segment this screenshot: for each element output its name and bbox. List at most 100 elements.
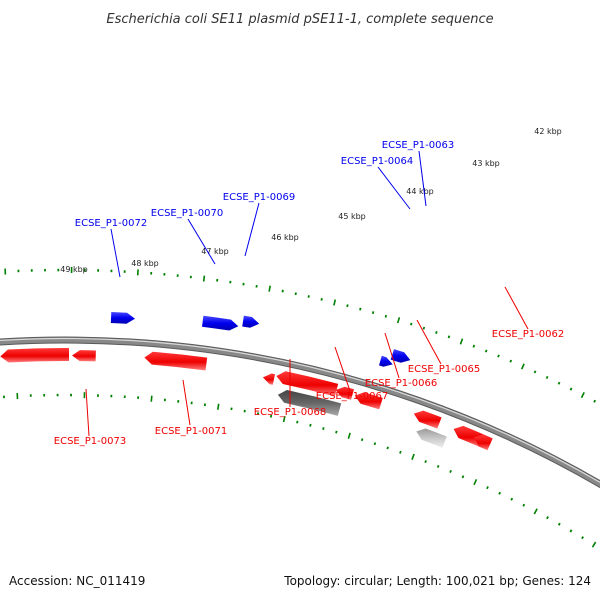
outer-tick-mark (447, 335, 451, 339)
outer-tick-mark (307, 295, 310, 298)
inner-tick-mark (510, 497, 514, 501)
inner-tick-mark (591, 541, 597, 548)
outer-tick-mark (396, 317, 401, 324)
outer-tick-mark (520, 363, 525, 370)
reverse-gene-arrow (474, 434, 493, 451)
gene-labels: ECSE_P1-0063ECSE_P1-0064ECSE_P1-0069ECSE… (54, 140, 564, 447)
gene-leader-line (85, 388, 90, 437)
kbp-label: 47 kbp (201, 247, 229, 256)
gene-label: ECSE_P1-0066 (365, 378, 437, 389)
inner-tick-mark (217, 403, 220, 410)
inner-tick-mark (436, 464, 440, 468)
inner-tick-mark (486, 486, 489, 490)
kbp-label: 43 kbp (472, 159, 500, 168)
forward-gene-arrow (110, 312, 135, 324)
outer-tick-mark (202, 275, 206, 282)
outer-tick-mark (410, 322, 413, 326)
outer-tick-mark (509, 359, 513, 363)
outer-tick-mark (593, 399, 597, 403)
gene-track (0, 312, 493, 451)
outer-tick-mark (557, 381, 561, 385)
inner-tick-mark (399, 450, 402, 454)
gene-leader-line (182, 379, 191, 426)
outer-tick-mark (459, 338, 464, 345)
kbp-label: 44 kbp (406, 187, 434, 196)
inner-tick-mark (411, 453, 415, 460)
outer-tick-mark (346, 304, 349, 308)
plasmid-backbone (0, 336, 600, 489)
backbone-ring (0, 337, 600, 488)
outer-tick-mark (569, 387, 573, 391)
tick-rings: 42 kbp 43 kbp 44 kbp 45 kbp 46 kbp 47 kbp 48 k… (3, 127, 597, 548)
reverse-gene-arrow (354, 392, 383, 410)
inner-tick-mark (309, 423, 312, 427)
kbp-label: 49 kbp (60, 265, 88, 274)
inner-tick-mark (269, 414, 273, 418)
gene-label: ECSE_P1-0069 (223, 192, 295, 203)
inner-tick-mark (557, 522, 561, 526)
outer-tick-mark (472, 344, 476, 348)
inner-tick-mark (449, 469, 452, 473)
inner-tick-mark (473, 478, 478, 486)
inner-tick-mark (335, 430, 338, 434)
gene-leader-line (416, 319, 442, 365)
summary-text: Topology: circular; Length: 100,021 bp; … (283, 574, 591, 588)
gene-leader-line (244, 202, 260, 257)
gene-label: ECSE_P1-0071 (155, 426, 227, 437)
accession-text: Accession: NC_011419 (9, 574, 145, 588)
forward-gene-arrow (202, 315, 239, 331)
outer-tick-mark (545, 375, 549, 379)
outer-tick-mark (435, 331, 438, 334)
inner-tick-mark (322, 427, 325, 431)
inner-tick-mark (386, 446, 389, 450)
forward-gene-arrow (390, 349, 411, 363)
gene-leader-line (504, 286, 529, 330)
outer-tick-mark (497, 354, 500, 358)
kbp-label: 48 kbp (131, 259, 159, 268)
outer-tick-mark (533, 370, 537, 374)
backbone-shadow (0, 336, 600, 489)
reverse-gene-arrow (72, 350, 96, 362)
inner-tick-mark (150, 395, 153, 402)
outer-tick-mark (320, 298, 323, 301)
map-title: Escherichia coli SE11 plasmid pSE11-1, c… (106, 12, 493, 27)
gene-label: ECSE_P1-0067 (316, 391, 388, 402)
gene-label: ECSE_P1-0065 (408, 364, 480, 375)
gene-leader-line (384, 332, 400, 379)
gene-leader-line (334, 346, 351, 392)
outer-tick-mark (371, 311, 375, 315)
kbp-label: 46 kbp (271, 233, 299, 242)
inner-tick-mark (522, 503, 526, 507)
gene-label: ECSE_P1-0070 (151, 208, 223, 219)
kbp-label: 45 kbp (338, 212, 366, 221)
reverse-gene-arrow (276, 371, 339, 397)
inner-tick-mark (373, 442, 377, 446)
gene-label: ECSE_P1-0068 (254, 407, 326, 418)
reverse-gene-arrow (262, 373, 275, 385)
forward-gene-arrow (242, 315, 260, 328)
outer-tick-mark (422, 326, 426, 330)
inner-tick-mark (461, 475, 465, 479)
backbone-highlight (0, 337, 600, 484)
gene-label: ECSE_P1-0062 (492, 329, 564, 340)
reverse-gene-arrow (0, 347, 69, 363)
reverse-gene-arrow (144, 351, 208, 371)
inner-tick-mark (282, 416, 286, 423)
gene-leader-line (187, 218, 216, 265)
gene-label: ECSE_P1-0072 (75, 218, 147, 229)
gene-leader-line (418, 150, 427, 207)
gene-leader-line (110, 228, 121, 278)
inner-tick-mark (533, 508, 538, 515)
outer-tick-mark (384, 314, 388, 318)
inner-tick-mark (498, 491, 502, 495)
gene-leader-line (377, 166, 411, 210)
inner-tick-mark (569, 529, 573, 533)
outer-tick-mark (333, 299, 337, 306)
inner-tick-mark (360, 438, 364, 442)
inner-tick-mark (347, 432, 351, 439)
inner-tick-mark (581, 536, 584, 540)
forward-gene-arrow (379, 355, 393, 367)
reverse-gene-arrow-grey (277, 390, 342, 416)
inner-tick-mark (296, 420, 299, 424)
